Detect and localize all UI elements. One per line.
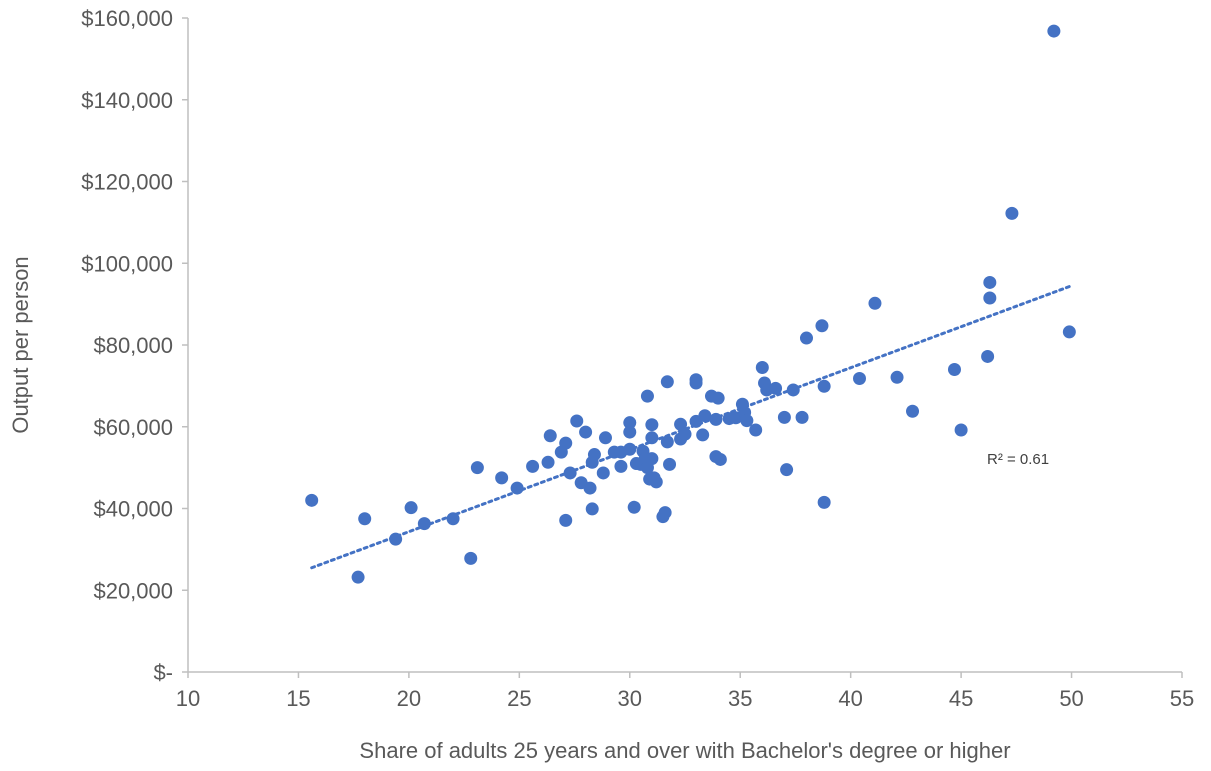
y-axis-title: Output per person — [8, 256, 33, 433]
data-point — [954, 423, 968, 437]
x-tick-label: 30 — [618, 686, 642, 711]
data-point — [645, 431, 659, 445]
data-point — [947, 363, 961, 377]
data-point — [541, 455, 555, 469]
data-point — [663, 457, 677, 471]
data-point — [815, 319, 829, 333]
data-point — [749, 423, 763, 437]
y-tick-label: $100,000 — [81, 251, 173, 276]
data-point — [981, 349, 995, 363]
y-tick-label: $160,000 — [81, 6, 173, 31]
x-tick-label: 15 — [286, 686, 310, 711]
data-point — [404, 501, 418, 515]
data-point — [510, 481, 524, 495]
data-point — [696, 428, 710, 442]
data-point — [446, 512, 460, 526]
data-point — [640, 389, 654, 403]
y-tick-label: $140,000 — [81, 88, 173, 113]
data-point — [660, 435, 674, 449]
data-point — [689, 376, 703, 390]
x-tick-label: 20 — [397, 686, 421, 711]
data-point — [868, 296, 882, 310]
data-point — [660, 375, 674, 389]
data-point — [495, 471, 509, 485]
data-point — [1047, 24, 1061, 38]
data-point — [698, 409, 712, 423]
y-tick-label: $- — [153, 660, 173, 685]
y-tick-label: $60,000 — [93, 415, 173, 440]
x-tick-label: 25 — [507, 686, 531, 711]
data-point — [585, 502, 599, 516]
data-point — [983, 291, 997, 305]
data-point — [417, 517, 431, 531]
data-point — [799, 331, 813, 345]
data-point — [623, 416, 637, 430]
data-point — [890, 370, 904, 384]
data-point — [658, 506, 672, 520]
x-tick-label: 45 — [949, 686, 973, 711]
data-point — [1062, 325, 1076, 339]
data-point — [526, 459, 540, 473]
r-squared-label: R² = 0.61 — [987, 451, 1049, 468]
x-axis-title: Share of adults 25 years and over with B… — [359, 738, 1010, 763]
data-point — [740, 414, 754, 428]
data-point — [559, 513, 573, 527]
y-tick-label: $120,000 — [81, 170, 173, 195]
x-axis-ticks: 10 15 20 25 30 35 40 45 50 55 — [176, 672, 1194, 711]
data-point — [983, 275, 997, 289]
data-point — [470, 461, 484, 475]
data-point — [305, 493, 319, 507]
data-point — [614, 459, 628, 473]
x-tick-label: 10 — [176, 686, 200, 711]
data-point — [777, 410, 791, 424]
data-point — [570, 414, 584, 428]
data-point — [389, 532, 403, 546]
data-point — [587, 448, 601, 462]
trendline — [310, 284, 1074, 570]
data-point — [543, 429, 557, 443]
data-point — [713, 452, 727, 466]
data-point — [358, 512, 372, 526]
data-point — [817, 495, 831, 509]
data-point — [649, 475, 663, 489]
axes — [187, 18, 1182, 673]
data-point — [596, 466, 610, 480]
data-point — [563, 466, 577, 480]
data-point — [906, 404, 920, 418]
data-point — [711, 391, 725, 405]
data-point — [678, 427, 692, 441]
data-point — [786, 383, 800, 397]
data-point — [623, 442, 637, 456]
y-axis-ticks: $- $20,000 $40,000 $60,000 $80,000 $100,000 $1… — [81, 6, 188, 685]
data-point — [1005, 206, 1019, 220]
y-tick-label: $20,000 — [93, 578, 173, 603]
data-point — [853, 372, 867, 386]
data-point — [627, 500, 641, 514]
x-tick-label: 55 — [1170, 686, 1194, 711]
data-point — [464, 551, 478, 565]
data-point — [645, 418, 659, 432]
data-points — [305, 24, 1076, 584]
data-point — [583, 481, 597, 495]
x-tick-label: 35 — [728, 686, 752, 711]
data-point — [598, 431, 612, 445]
data-point — [769, 381, 783, 395]
data-point — [645, 452, 659, 466]
data-point — [709, 412, 723, 426]
y-tick-label: $40,000 — [93, 497, 173, 522]
data-point — [623, 425, 637, 439]
data-point — [755, 360, 769, 374]
data-point — [351, 570, 365, 584]
data-point — [817, 379, 831, 393]
data-point — [780, 463, 794, 477]
y-tick-label: $80,000 — [93, 333, 173, 358]
data-point — [674, 417, 688, 431]
data-point — [559, 436, 573, 450]
data-point — [579, 425, 593, 439]
data-point — [795, 410, 809, 424]
x-tick-label: 50 — [1059, 686, 1083, 711]
x-tick-label: 40 — [838, 686, 862, 711]
